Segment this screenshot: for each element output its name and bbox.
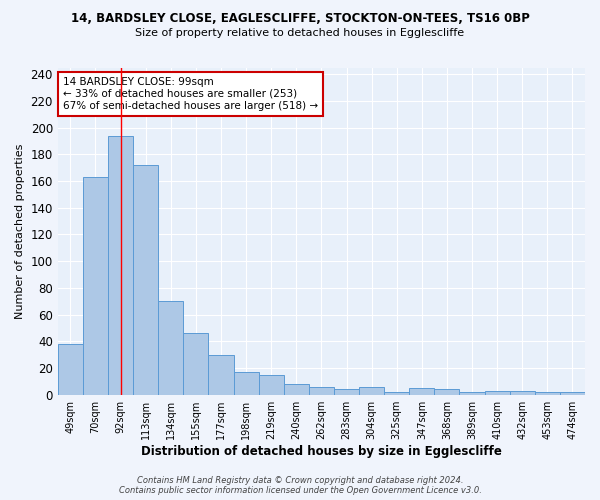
Text: Contains HM Land Registry data © Crown copyright and database right 2024.: Contains HM Land Registry data © Crown c… xyxy=(137,476,463,485)
Bar xyxy=(434,390,460,394)
Text: 14, BARDSLEY CLOSE, EAGLESCLIFFE, STOCKTON-ON-TEES, TS16 0BP: 14, BARDSLEY CLOSE, EAGLESCLIFFE, STOCKT… xyxy=(71,12,529,26)
X-axis label: Distribution of detached houses by size in Egglescliffe: Distribution of detached houses by size … xyxy=(141,444,502,458)
Bar xyxy=(233,372,259,394)
Bar xyxy=(83,177,108,394)
Bar xyxy=(259,374,284,394)
Bar xyxy=(133,165,158,394)
Text: Size of property relative to detached houses in Egglescliffe: Size of property relative to detached ho… xyxy=(136,28,464,38)
Bar xyxy=(359,386,384,394)
Bar xyxy=(284,384,309,394)
Bar xyxy=(334,390,359,394)
Bar xyxy=(184,334,208,394)
Bar xyxy=(108,136,133,394)
Text: Contains public sector information licensed under the Open Government Licence v3: Contains public sector information licen… xyxy=(119,486,481,495)
Text: 14 BARDSLEY CLOSE: 99sqm
← 33% of detached houses are smaller (253)
67% of semi-: 14 BARDSLEY CLOSE: 99sqm ← 33% of detach… xyxy=(63,78,318,110)
Y-axis label: Number of detached properties: Number of detached properties xyxy=(15,144,25,319)
Bar xyxy=(384,392,409,394)
Bar xyxy=(509,390,535,394)
Bar xyxy=(309,386,334,394)
Bar xyxy=(560,392,585,394)
Bar xyxy=(460,392,485,394)
Bar xyxy=(535,392,560,394)
Bar xyxy=(409,388,434,394)
Bar xyxy=(58,344,83,395)
Bar xyxy=(485,390,509,394)
Bar xyxy=(208,354,233,395)
Bar xyxy=(158,301,184,394)
